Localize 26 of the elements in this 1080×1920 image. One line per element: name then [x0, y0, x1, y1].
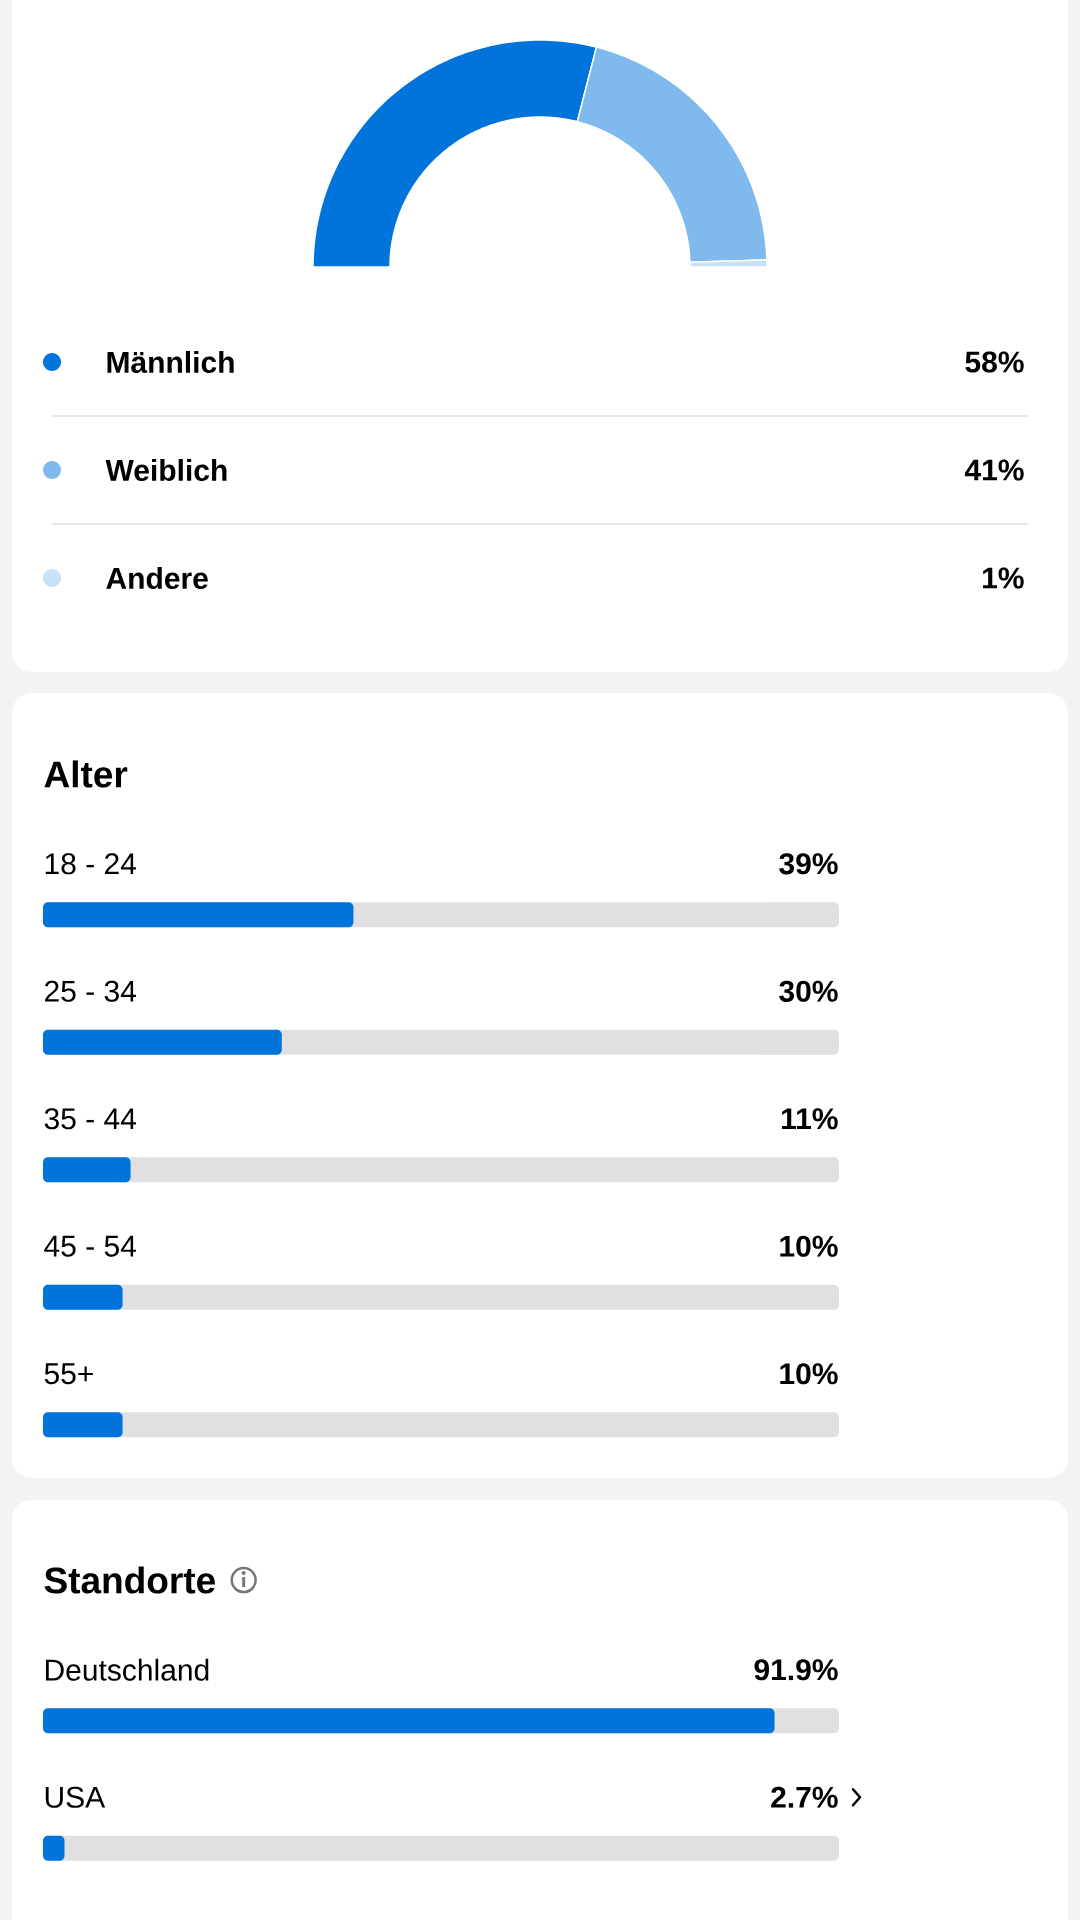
data-label: 2.7% [771, 1786, 838, 1808]
bar [43, 1157, 131, 1183]
data-label: 10% [780, 1235, 838, 1257]
category-label: 45 - 54 [44, 1235, 136, 1257]
bar [43, 1284, 123, 1310]
legend-label: Weiblich [105, 459, 227, 482]
category-label: 25 - 34 [44, 980, 136, 1002]
bar [43, 1412, 123, 1438]
category-label: 35 - 44 [44, 1108, 136, 1130]
data-label: 39% [779, 853, 838, 875]
data-label: 91.9% [754, 1659, 838, 1681]
data-label: 58% [965, 351, 1024, 373]
category-label: 18 - 24 [45, 853, 136, 875]
category-label: USA [45, 1786, 106, 1808]
legend-label: Andere [106, 567, 208, 590]
data-label: 1% [983, 567, 1024, 589]
bar [43, 1029, 282, 1055]
data-label: 30% [779, 980, 838, 1002]
category-label: 55+ [44, 1363, 93, 1385]
chart-title: Standorte [44, 1566, 215, 1594]
category-label: Deutschland [45, 1658, 209, 1681]
data-label: 41% [964, 459, 1024, 481]
data-label: 11% [781, 1108, 838, 1130]
chart-title: Alter [44, 760, 128, 788]
legend-label: Männlich [107, 351, 234, 374]
data-label: 10% [780, 1363, 838, 1385]
